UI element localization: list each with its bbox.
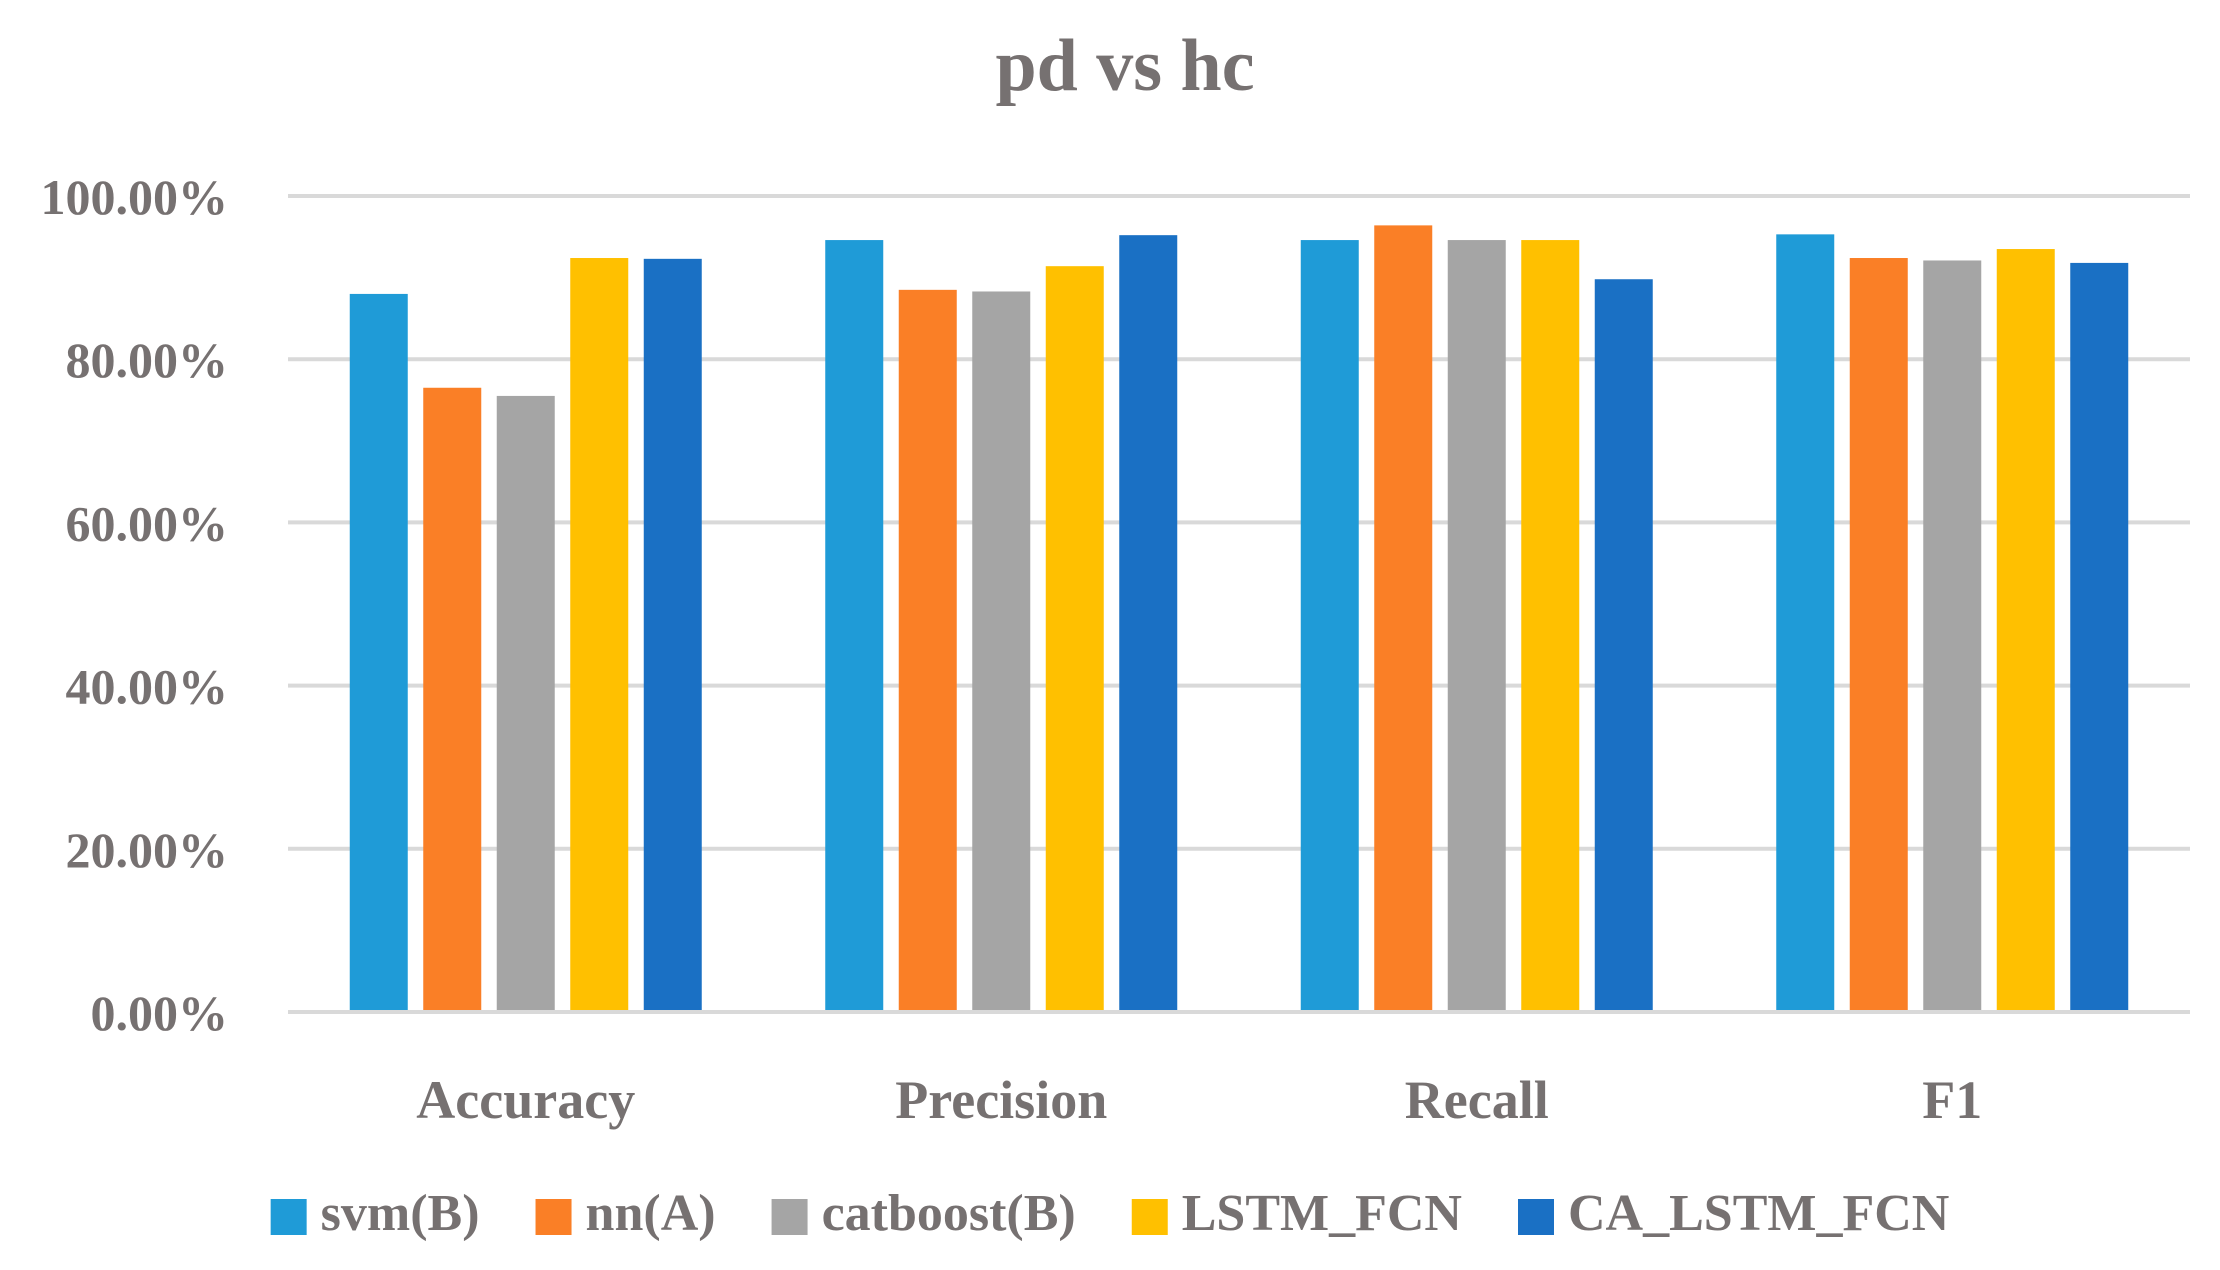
y-tick-label: 80.00% (66, 332, 229, 388)
bar-catboost-b--precision (972, 291, 1031, 1010)
bar-lstm-fcn-recall (1521, 240, 1580, 1011)
x-axis-ticks: Accuracy Precision Recall F1 (416, 1070, 1982, 1130)
legend-swatch (771, 1199, 808, 1235)
bar-svm-b--recall (1300, 240, 1359, 1011)
legend-item: LSTM_FCN (1131, 1185, 1462, 1242)
bar-nn-a--f1 (1849, 258, 1908, 1010)
bar-lstm-fcn-precision (1045, 266, 1104, 1010)
x-tick-label: Accuracy (416, 1070, 635, 1130)
bar-nn-a--recall (1374, 225, 1433, 1011)
bar-ca-lstm-fcn-accuracy (643, 258, 702, 1010)
legend-item: svm(B) (270, 1185, 480, 1242)
bar-ca-lstm-fcn-recall (1594, 279, 1653, 1010)
bar-nn-a--accuracy (423, 387, 482, 1010)
y-tick-label: 0.00% (91, 985, 229, 1041)
legend: svm(B) nn(A) catboost(B) LSTM_FCN CA_LSTM_FC… (270, 1185, 1949, 1242)
bar-svm-b--f1 (1776, 234, 1835, 1011)
bar-ca-lstm-fcn-precision (1119, 235, 1178, 1011)
x-tick-label: F1 (1922, 1070, 1982, 1130)
bar-svm-b--accuracy (349, 293, 408, 1010)
y-tick-label: 100.00% (41, 169, 229, 225)
legend-swatch (535, 1199, 572, 1235)
bar-catboost-b--f1 (1923, 260, 1982, 1010)
y-axis-ticks: 0.00% 20.00% 40.00% 60.00% 80.00% 100.00% (41, 169, 229, 1041)
x-tick-label: Recall (1405, 1070, 1549, 1130)
chart-title: pd vs hc (995, 25, 1254, 107)
legend-label: nn(A) (586, 1185, 716, 1242)
y-tick-label: 40.00% (66, 659, 229, 715)
bar-catboost-b--accuracy (496, 395, 555, 1010)
legend-label: catboost(B) (822, 1185, 1076, 1242)
y-tick-label: 60.00% (66, 495, 229, 551)
bar-svm-b--precision (825, 240, 884, 1011)
legend-swatch (270, 1199, 307, 1235)
y-tick-label: 20.00% (66, 822, 229, 878)
bar-ca-lstm-fcn-f1 (2070, 262, 2129, 1010)
bar-lstm-fcn-accuracy (570, 258, 629, 1010)
bar-lstm-fcn-f1 (1996, 249, 2055, 1011)
bar-nn-a--precision (898, 289, 957, 1011)
legend-label: LSTM_FCN (1182, 1185, 1462, 1242)
legend-item: CA_LSTM_FCN (1518, 1185, 1949, 1242)
legend-item: catboost(B) (771, 1185, 1076, 1242)
legend-swatch (1131, 1199, 1168, 1235)
legend-label: svm(B) (321, 1185, 480, 1242)
bar-catboost-b--recall (1447, 240, 1506, 1011)
legend-item: nn(A) (535, 1185, 716, 1242)
x-tick-label: Precision (895, 1070, 1107, 1130)
bars (349, 225, 2129, 1011)
legend-label: CA_LSTM_FCN (1568, 1185, 1949, 1242)
legend-swatch (1518, 1199, 1554, 1235)
